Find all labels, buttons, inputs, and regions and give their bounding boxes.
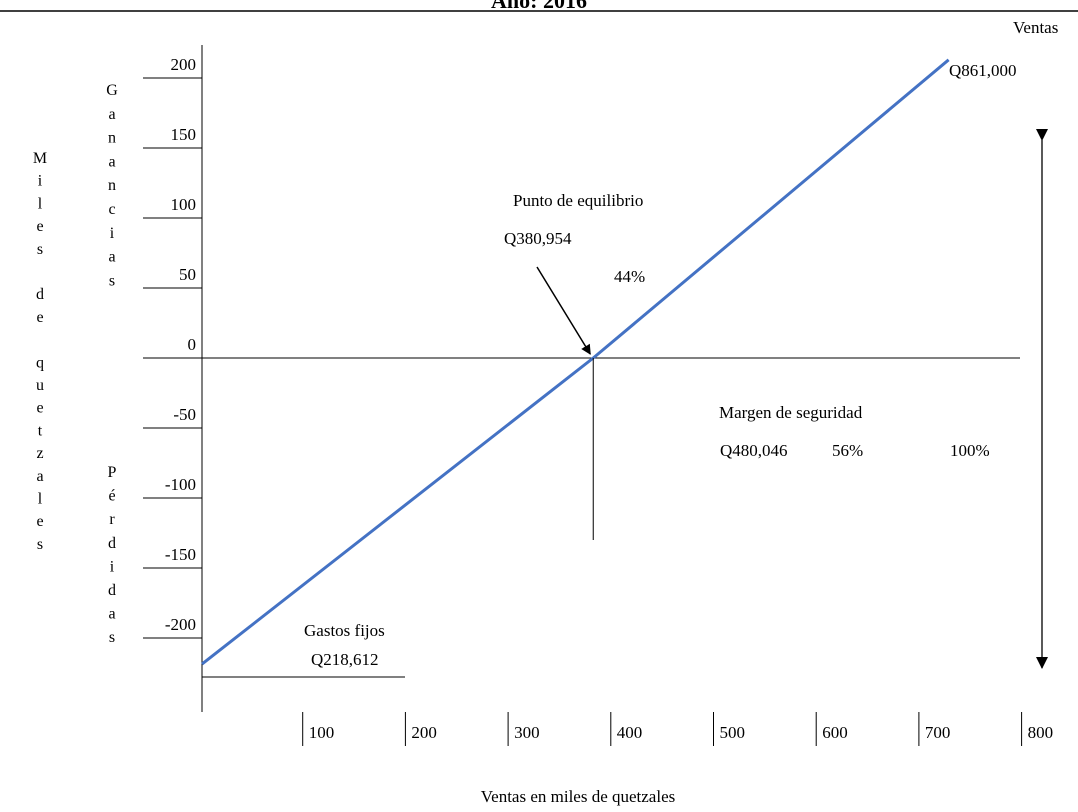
gastos-value: Q218,612 — [311, 650, 379, 669]
ventas-label: Ventas — [1013, 18, 1058, 37]
series-line — [201, 58, 950, 666]
x-tick-label: 100 — [309, 723, 335, 742]
margen-label: Margen de seguridad — [719, 403, 863, 422]
y-tick-label: 100 — [171, 195, 197, 214]
chart-title: Año: 2016 — [491, 0, 587, 13]
y-tick-label: -150 — [165, 545, 196, 564]
y-tick-label: -50 — [173, 405, 196, 424]
y-tick-label: 200 — [171, 55, 197, 74]
x-tick-label: 300 — [514, 723, 540, 742]
series-group — [201, 58, 950, 666]
punto-value: Q380,954 — [504, 229, 572, 248]
total-pct: 100% — [950, 441, 990, 460]
y-tick-label: -200 — [165, 615, 196, 634]
x-ticks: 100 200 300 400 500 600 700 800 — [302, 712, 1054, 746]
y-tick-label: 0 — [188, 335, 197, 354]
x-tick-label: 800 — [1028, 723, 1054, 742]
break-even-arrow — [536, 266, 591, 355]
x-tick-label: 500 — [720, 723, 746, 742]
y-tick-label: 50 — [179, 265, 196, 284]
ventas-value: Q861,000 — [949, 61, 1017, 80]
margen-value: Q480,046 — [720, 441, 788, 460]
gastos-label: Gastos fijos — [304, 621, 385, 640]
y-ticks: 200 150 100 50 0 -50 -100 -150 -200 — [143, 55, 202, 639]
x-tick-label: 200 — [411, 723, 437, 742]
x-tick-label: 700 — [925, 723, 951, 742]
y-tick-label: 150 — [171, 125, 197, 144]
x-tick-label: 600 — [822, 723, 848, 742]
y-tick-label: -100 — [165, 475, 196, 494]
punto-pct: 44% — [614, 267, 645, 286]
x-tick-label: 400 — [617, 723, 643, 742]
punto-label: Punto de equilibrio — [513, 191, 643, 210]
x-axis-label: Ventas en miles de quetzales — [481, 787, 676, 806]
margen-pct: 56% — [832, 441, 863, 460]
